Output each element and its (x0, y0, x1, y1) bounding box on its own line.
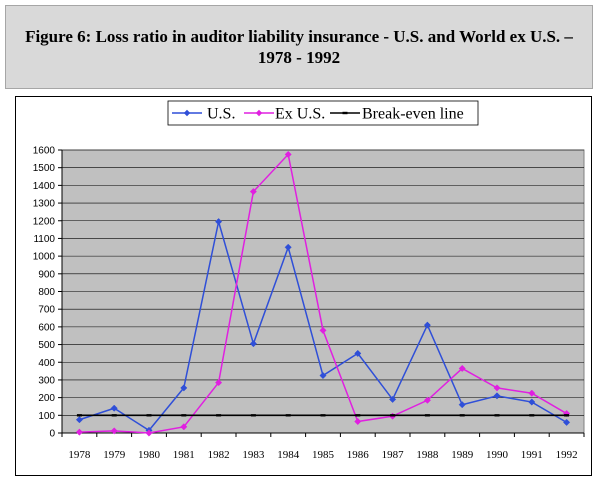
x-tick-label: 1987 (382, 449, 405, 461)
y-tick-label: 1300 (33, 199, 56, 210)
data-point (284, 243, 292, 251)
data-point (249, 188, 257, 196)
data-point (180, 423, 188, 431)
figure-title: Figure 6: Loss ratio in auditor liabilit… (25, 27, 573, 67)
data-point (215, 218, 223, 226)
data-point (110, 427, 118, 435)
legend-entry-label: U.S. (207, 106, 235, 123)
data-point (563, 418, 571, 426)
x-tick-label: 1982 (208, 449, 230, 461)
data-point (319, 326, 327, 334)
data-point (528, 398, 536, 406)
x-tick-label: 1988 (416, 449, 439, 461)
y-tick-label: 0 (49, 429, 55, 440)
x-tick-label: 1991 (521, 449, 543, 461)
data-point (458, 401, 466, 409)
legend-entry-label: Ex U.S. (275, 106, 325, 123)
figure-title-box: Figure 6: Loss ratio in auditor liabilit… (5, 5, 593, 89)
y-tick-label: 1000 (33, 252, 56, 263)
x-tick-label: 1979 (103, 449, 126, 461)
x-tick-label: 1984 (277, 449, 300, 461)
data-point (180, 384, 188, 392)
x-tick-label: 1986 (347, 449, 370, 461)
y-tick-label: 1500 (33, 163, 56, 174)
x-tick-label: 1978 (68, 449, 91, 461)
y-tick-label: 300 (38, 375, 55, 386)
data-point (354, 349, 362, 357)
legend-entry-label: Break-even line (362, 106, 464, 123)
y-tick-label: 400 (38, 358, 55, 369)
data-point (458, 364, 466, 372)
y-tick-label: 600 (38, 322, 55, 333)
x-tick-label: 1990 (486, 449, 509, 461)
data-point (389, 395, 397, 403)
y-tick-label: 1600 (33, 146, 56, 157)
y-tick-label: 700 (38, 305, 55, 316)
data-point (319, 371, 327, 380)
x-tick-label: 1981 (173, 449, 195, 461)
y-tick-label: 1200 (33, 216, 56, 227)
y-tick-label: 1400 (33, 181, 56, 192)
data-point (354, 417, 362, 426)
x-tick-label: 1983 (242, 449, 265, 461)
y-tick-label: 100 (38, 411, 55, 422)
data-point (493, 384, 501, 392)
legend-marker (183, 109, 191, 117)
y-tick-label: 1100 (33, 234, 55, 245)
data-point (423, 396, 431, 404)
data-point (423, 321, 431, 329)
data-point (215, 379, 223, 387)
data-point (145, 429, 153, 437)
y-tick-label: 800 (38, 287, 55, 298)
y-tick-label: 900 (38, 269, 55, 280)
x-tick-label: 1989 (451, 449, 474, 461)
x-tick-label: 1985 (312, 449, 335, 461)
data-point (284, 150, 292, 158)
legend-box (167, 100, 479, 126)
data-point (493, 392, 501, 400)
y-tick-label: 200 (38, 393, 55, 404)
x-tick-label: 1992 (556, 449, 578, 461)
legend-marker (255, 109, 263, 117)
data-point (75, 416, 83, 424)
y-tick-label: 500 (38, 340, 55, 351)
x-tick-label: 1980 (138, 449, 161, 461)
data-point (249, 340, 257, 348)
data-point (110, 404, 118, 412)
data-point (75, 428, 83, 436)
data-point (528, 389, 536, 397)
